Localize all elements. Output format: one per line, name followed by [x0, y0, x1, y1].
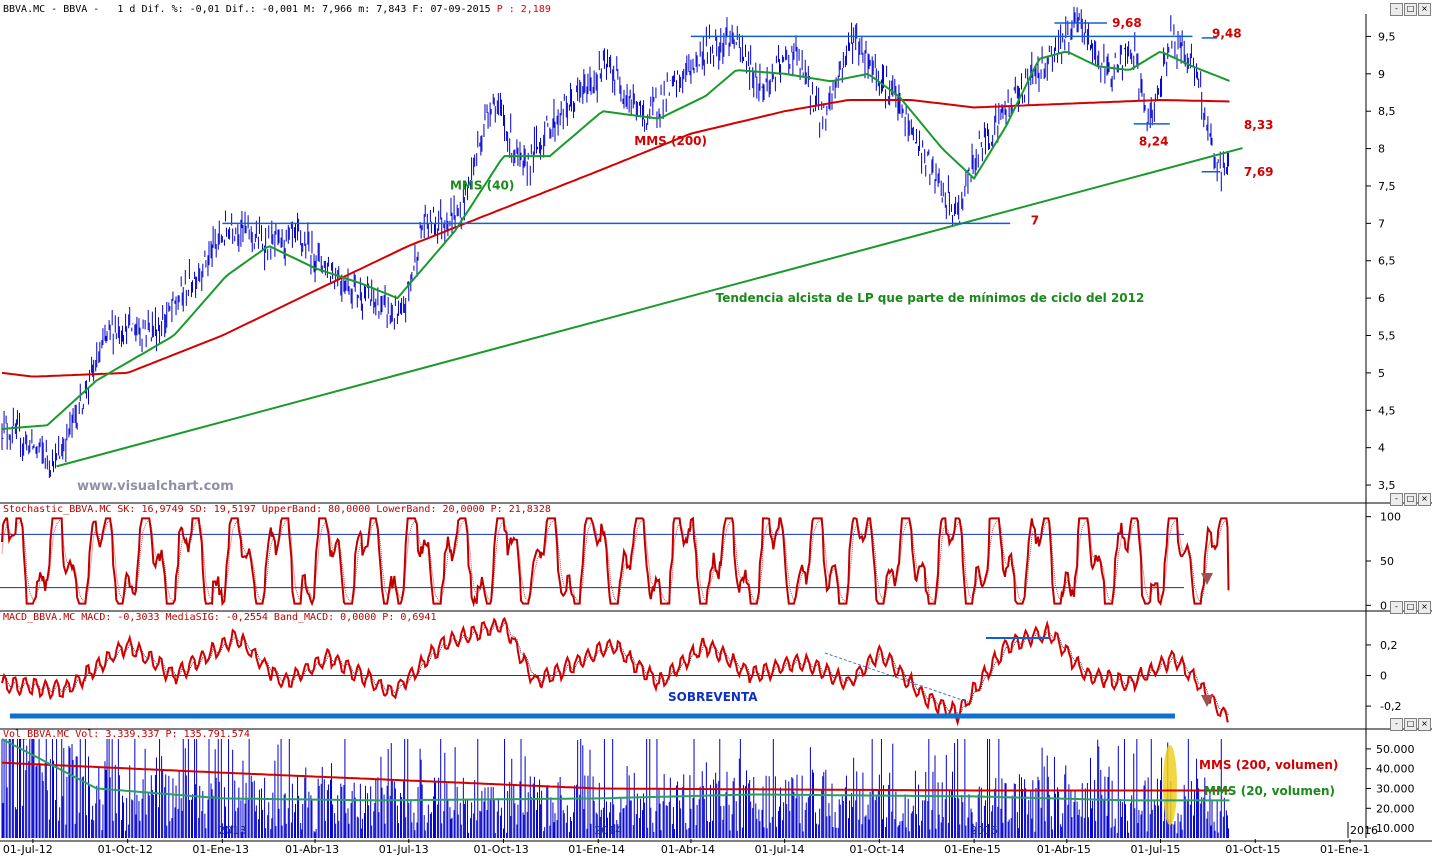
macd-tick-label: 0,2 — [1380, 639, 1398, 652]
volume-mms200-annotation: MMS (200, volumen) — [1199, 758, 1338, 772]
volume-panel-header: Vol_BBVA.MC Vol: 3.339.337 P: 135.791.57… — [3, 729, 250, 740]
restore-button[interactable]: □ — [1404, 3, 1417, 16]
level-7-69-label: 7,69 — [1244, 165, 1274, 179]
close-button[interactable]: × — [1418, 3, 1431, 16]
price-header-text: BBVA.MC - BBVA - 1 d Dif. %: -0,01 Dif.:… — [3, 4, 497, 15]
macd-signal-line — [1, 622, 1229, 716]
x-tick-label: 01-Ene-14 — [568, 843, 625, 856]
price-tick-label: 6,5 — [1378, 255, 1396, 268]
mms40-annotation: MMS (40) — [450, 179, 514, 193]
close-button[interactable]: × — [1418, 601, 1431, 614]
x-tick-label: 01-Ene-1 — [1320, 843, 1370, 856]
mms200-line — [1, 98, 1230, 378]
stochastic-sk-line — [1, 516, 1230, 608]
close-button[interactable]: × — [1418, 493, 1431, 506]
volume-mms200-line — [1, 761, 1230, 792]
stochastic-tick-label: 50 — [1380, 555, 1394, 568]
volume-mms20-annotation: MMS (20, volumen) — [1204, 784, 1335, 798]
macd-header-text: MACD_BBVA.MC MACD: -0,3033 MediaSIG: -0,… — [3, 612, 437, 623]
x-tick-label: 01-Oct-15 — [1225, 843, 1280, 856]
price-tick-label: 8,5 — [1378, 105, 1396, 118]
price-tick-label: 5,5 — [1378, 330, 1396, 343]
x-tick-label: 01-Ene-15 — [944, 843, 1001, 856]
price-tick-label: 4,5 — [1378, 404, 1396, 417]
minimize-button[interactable]: - — [1390, 493, 1403, 506]
price-bars — [1, 6, 1229, 478]
price-tick-label: 7,5 — [1378, 180, 1396, 193]
restore-button[interactable]: □ — [1404, 601, 1417, 614]
restore-button[interactable]: □ — [1404, 718, 1417, 731]
price-tick-label: 6 — [1378, 292, 1385, 305]
watermark: www.visualchart.com — [77, 479, 234, 494]
year-mark-label: 2013 — [218, 824, 246, 837]
stochastic-header-text: Stochastic_BBVA.MC SK: 16,9749 SD: 19,51… — [3, 504, 551, 515]
stochastic-panel-header: Stochastic_BBVA.MC SK: 16,9749 SD: 19,51… — [3, 504, 551, 515]
level-8-24-label: 8,24 — [1139, 135, 1169, 149]
level-9-68-label: 9,68 — [1112, 16, 1142, 30]
x-tick-label: 01-Jul-13 — [379, 843, 429, 856]
minimize-button[interactable]: - — [1390, 3, 1403, 16]
x-tick-label: 01-Oct-14 — [849, 843, 904, 856]
macd-divergence-line — [824, 652, 969, 703]
price-tick-label: 7 — [1378, 217, 1385, 230]
x-tick-label: 01-Abr-14 — [661, 843, 715, 856]
mms40-line — [1, 50, 1230, 430]
x-tick-label: 01-Abr-13 — [285, 843, 339, 856]
year-mark-label: 2014 — [594, 824, 622, 837]
minimize-button[interactable]: - — [1390, 601, 1403, 614]
minimize-button[interactable]: - — [1390, 718, 1403, 731]
volume-header-text: Vol_BBVA.MC Vol: 3.339.337 P: 135.791.57… — [3, 729, 250, 740]
price-tick-label: 5 — [1378, 367, 1385, 380]
year-mark-label: 2016 — [1350, 824, 1378, 837]
x-tick-label: 01-Jul-12 — [3, 843, 53, 856]
stochastic-sd-line — [1, 518, 1229, 604]
macd-tick-label: -0,2 — [1380, 700, 1401, 713]
oversold-annotation: SOBREVENTA — [668, 690, 758, 704]
price-header-p: P : 2,189 — [496, 4, 551, 15]
x-tick-label: 01-Oct-13 — [474, 843, 529, 856]
price-tick-label: 3,5 — [1378, 479, 1396, 492]
macd-line — [1, 616, 1229, 727]
volume-tick-label: 50.000 — [1376, 743, 1415, 756]
volume-tick-label: 20.000 — [1376, 802, 1415, 815]
volume-spike-highlight — [1163, 745, 1177, 825]
x-tick-label: 01-Jul-14 — [755, 843, 805, 856]
volume-tick-label: 10.000 — [1376, 822, 1415, 835]
level-9-48-label: 9,48 — [1212, 26, 1242, 40]
stochastic-tick-label: 100 — [1380, 511, 1401, 524]
macd-panel-header: MACD_BBVA.MC MACD: -0,3033 MediaSIG: -0,… — [3, 612, 436, 623]
stochastic-down-arrow-icon — [1201, 573, 1213, 585]
x-tick-label: 01-Oct-12 — [98, 843, 153, 856]
close-button[interactable]: × — [1418, 718, 1431, 731]
trendline — [56, 147, 1243, 468]
macd-tick-label: 0 — [1380, 670, 1387, 683]
restore-button[interactable]: □ — [1404, 493, 1417, 506]
level-7-label: 7 — [1031, 213, 1039, 227]
x-tick-label: 01-Jul-15 — [1131, 843, 1181, 856]
level-8-33-label: 8,33 — [1244, 118, 1274, 132]
year-mark-label: 2015 — [970, 824, 998, 837]
volume-mms20-line — [1, 738, 1230, 802]
trend-annotation: Tendencia alcista de LP que parte de mín… — [716, 291, 1145, 305]
mms200-annotation: MMS (200) — [634, 134, 707, 148]
macd-down-arrow-icon — [1201, 695, 1213, 707]
price-tick-label: 8 — [1378, 143, 1385, 156]
price-panel-header: BBVA.MC - BBVA - 1 d Dif. %: -0,01 Dif.:… — [3, 4, 551, 15]
stochastic-tick-label: 0 — [1380, 599, 1387, 612]
x-tick-label: 01-Abr-15 — [1037, 843, 1091, 856]
volume-tick-label: 30.000 — [1376, 783, 1415, 796]
price-tick-label: 4 — [1378, 442, 1385, 455]
volume-tick-label: 40.000 — [1376, 763, 1415, 776]
x-tick-label: 01-Ene-13 — [192, 843, 249, 856]
price-tick-label: 9,5 — [1378, 30, 1396, 43]
price-tick-label: 9 — [1378, 68, 1385, 81]
volume-bars — [1, 739, 1229, 838]
